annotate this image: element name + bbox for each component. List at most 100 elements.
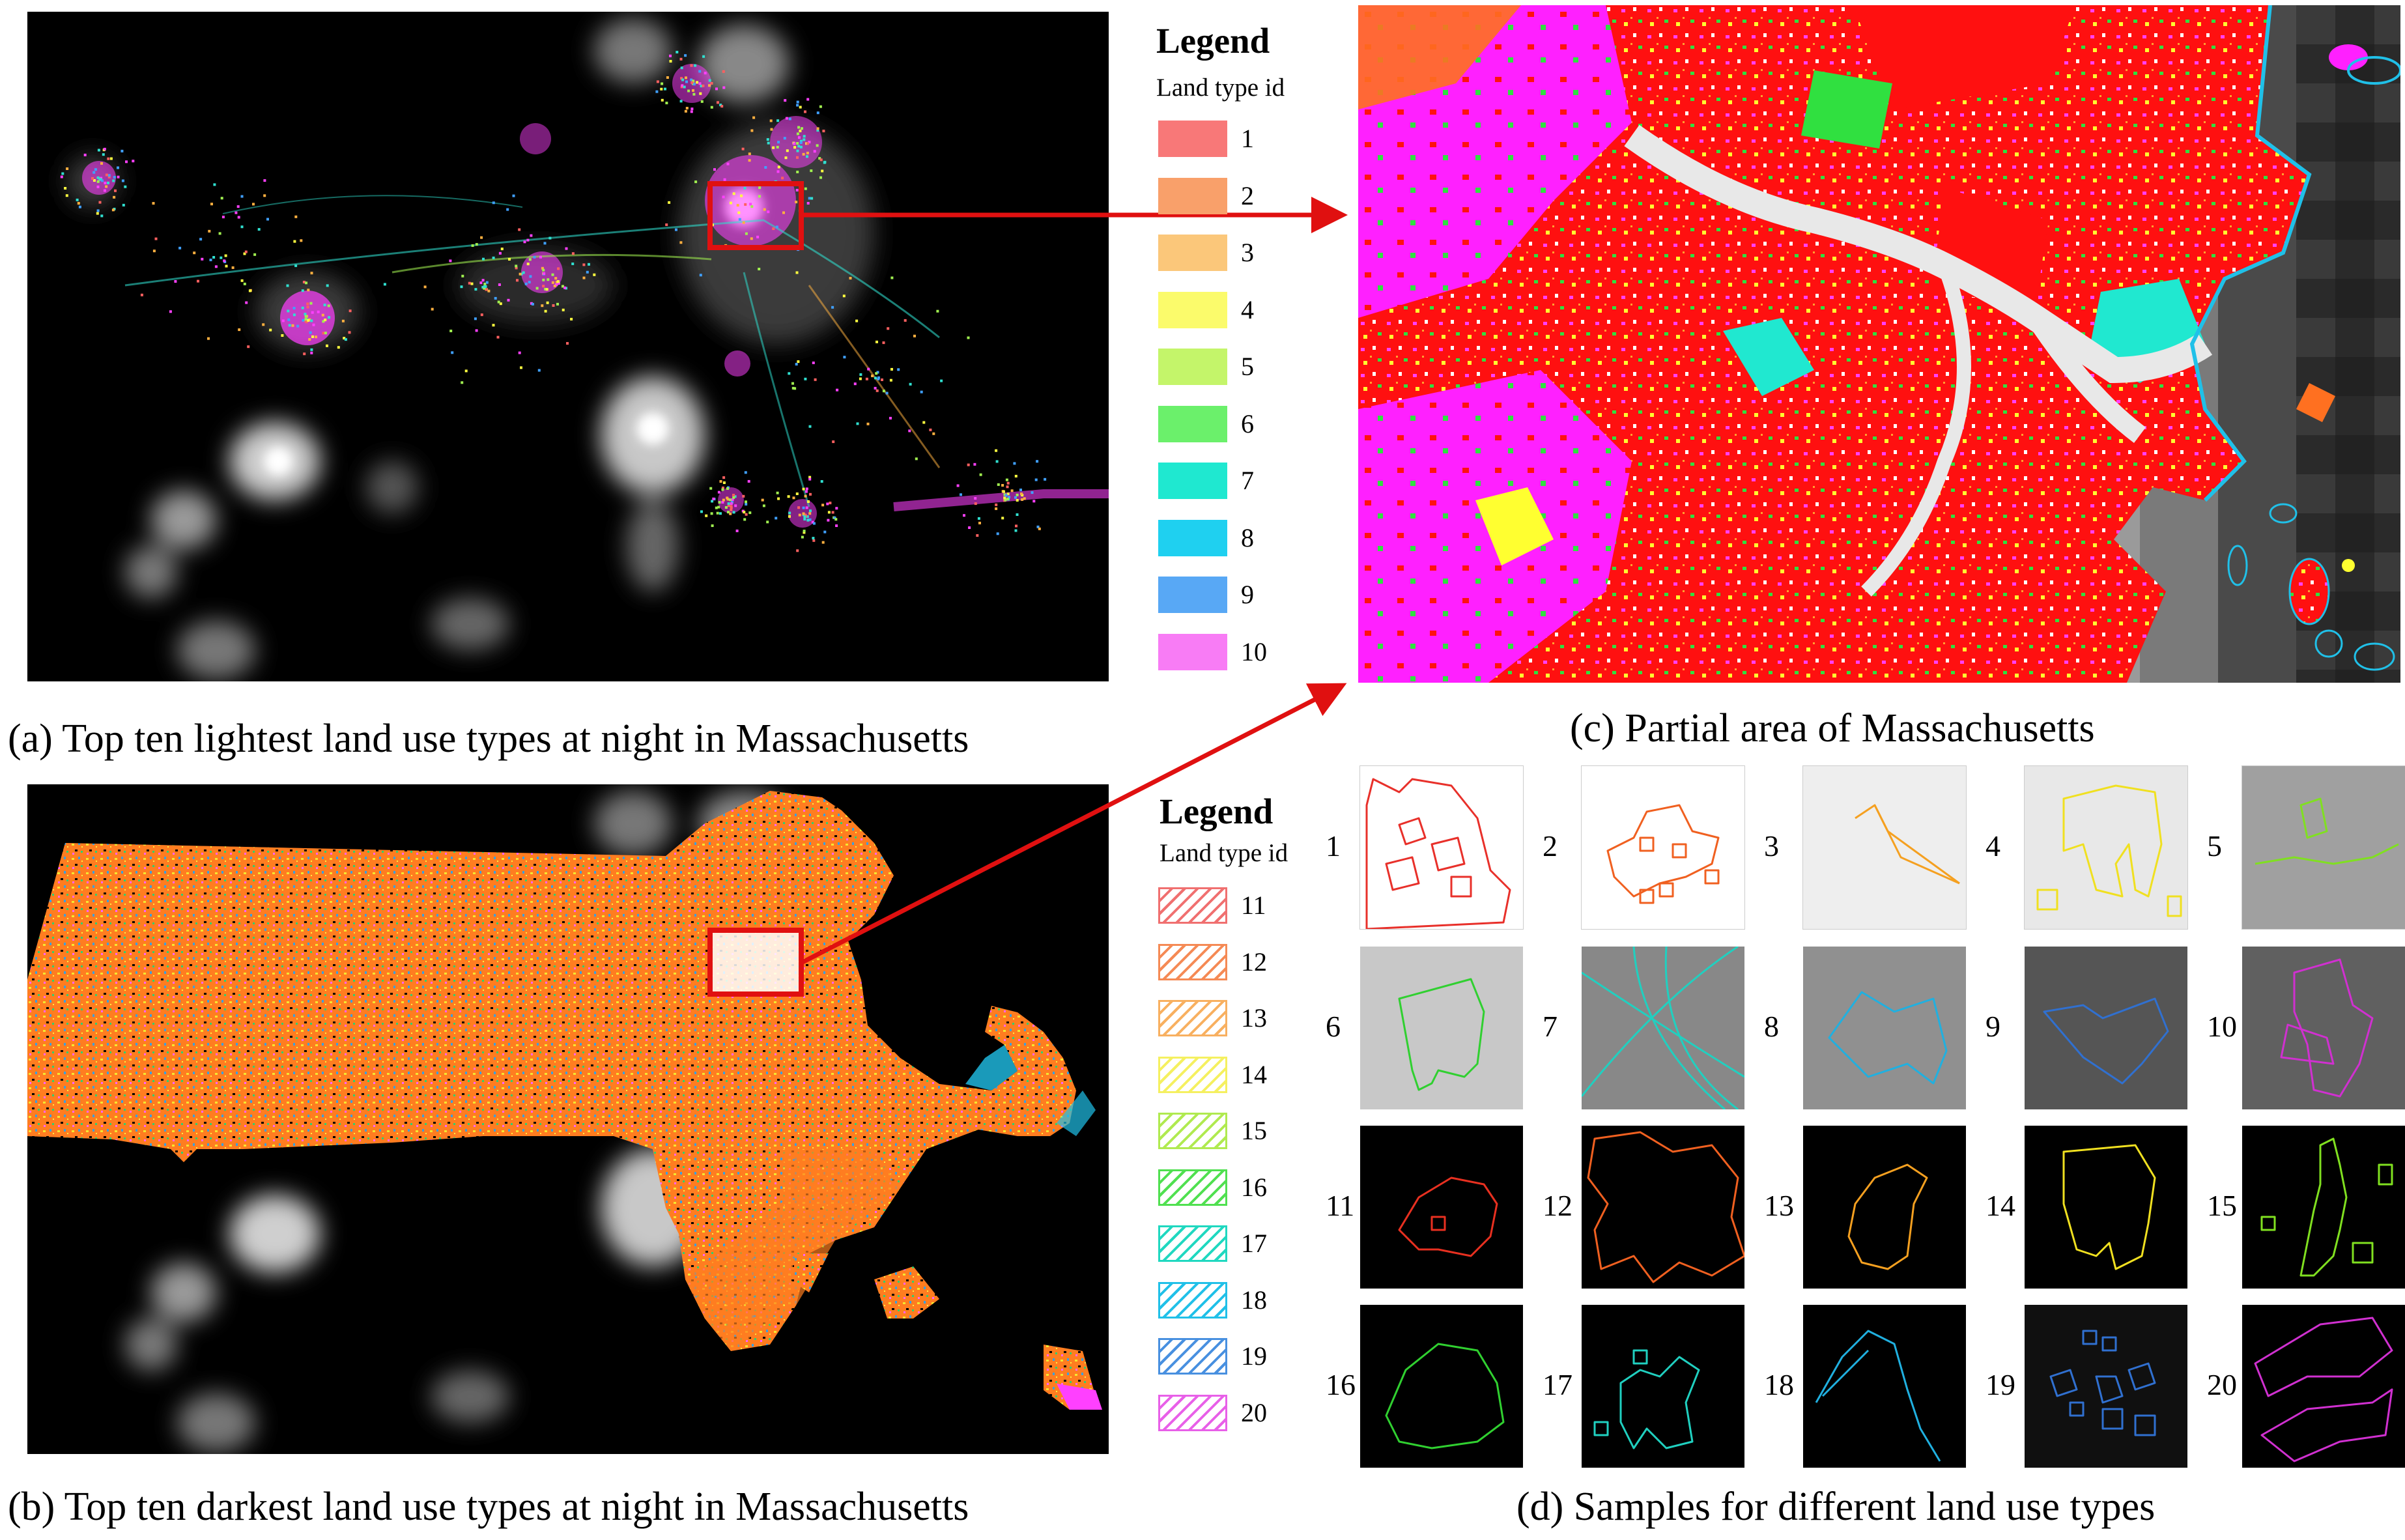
legend-top-label-5: 5 <box>1241 352 1254 381</box>
legend-bottom-item-13: 13 <box>1158 1000 1315 1036</box>
panel-c-map-svg <box>1358 5 2400 683</box>
legend-top-label-3: 3 <box>1241 238 1254 267</box>
sample-thumbnail-14 <box>2025 1126 2187 1289</box>
legend-top-label-4: 4 <box>1241 294 1254 324</box>
sample-thumbnail-3 <box>1802 765 1967 930</box>
legend-top-swatch-7 <box>1158 463 1227 499</box>
legend-bottom-subtitle: Land type id <box>1160 839 1288 867</box>
legend-bottom-label-20: 20 <box>1241 1397 1267 1427</box>
legend-top-label-8: 8 <box>1241 522 1254 552</box>
sample-number-13: 13 <box>1764 1189 1794 1222</box>
sample-outline-14 <box>2062 1144 2156 1270</box>
legend-top-label-1: 1 <box>1241 124 1254 153</box>
sample-number-12: 12 <box>1543 1189 1572 1222</box>
legend-bottom-item-15: 15 <box>1158 1113 1315 1149</box>
legend-top-item-7: 7 <box>1158 463 1315 499</box>
sample-number-10: 10 <box>2207 1010 2237 1043</box>
legend-top-item-2: 2 <box>1158 177 1315 214</box>
sample-thumbnail-13 <box>1803 1126 1966 1289</box>
sample-outline-19 <box>2049 1330 2156 1436</box>
sample-thumbnail-19 <box>2025 1305 2187 1468</box>
legend-top-label-2: 2 <box>1241 180 1254 210</box>
legend-top-swatch-9 <box>1158 577 1227 613</box>
legend-bottom-swatch-19 <box>1158 1338 1227 1375</box>
sample-outline-4 <box>2036 784 2182 917</box>
sample-thumbnail-8 <box>1803 947 1966 1109</box>
sample-outline-9 <box>2043 997 2169 1085</box>
legend-bottom-swatch-13 <box>1158 1000 1227 1036</box>
sample-number-6: 6 <box>1326 1010 1341 1043</box>
panel-b-map-svg <box>27 791 1102 1452</box>
sample-thumbnail-7 <box>1582 947 1744 1109</box>
panel-a-map-svg <box>60 18 1109 679</box>
legend-bottom-item-17: 17 <box>1158 1225 1315 1262</box>
legend-top-label-9: 9 <box>1241 580 1254 609</box>
sample-thumbnail-10 <box>2242 947 2405 1109</box>
sample-outline-15 <box>2260 1137 2393 1277</box>
sample-thumbnail-1 <box>1359 765 1524 930</box>
legend-top-item-4: 4 <box>1158 291 1315 328</box>
legend-bottom-label-12: 12 <box>1241 947 1267 977</box>
sample-thumbnail-20 <box>2242 1305 2405 1468</box>
sample-outline-17 <box>1593 1349 1700 1449</box>
legend-bottom-label-16: 16 <box>1241 1172 1267 1202</box>
sample-thumbnail-6 <box>1360 947 1523 1109</box>
sample-outline-18 <box>1815 1330 1941 1462</box>
legend-top-swatch-3 <box>1158 235 1227 271</box>
legend-top-subtitle: Land type id <box>1156 74 1285 102</box>
sample-number-19: 19 <box>1985 1368 2015 1401</box>
legend-bottom-item-16: 16 <box>1158 1169 1315 1206</box>
sample-outline-11 <box>1398 1176 1498 1257</box>
sample-outline-8 <box>1828 991 1948 1085</box>
sample-number-16: 16 <box>1326 1368 1356 1401</box>
sample-thumbnail-5 <box>2241 765 2405 930</box>
sample-thumbnail-17 <box>1582 1305 1744 1468</box>
legend-bottom-swatch-14 <box>1158 1056 1227 1093</box>
legend-bottom-swatch-18 <box>1158 1281 1227 1319</box>
legend-top-label-7: 7 <box>1241 466 1254 495</box>
sample-number-1: 1 <box>1326 829 1341 863</box>
dot-scatter <box>60 51 1047 552</box>
legend-top-item-6: 6 <box>1158 405 1315 442</box>
legend-top-swatch-2 <box>1158 177 1227 214</box>
legend-bottom-swatch-16 <box>1158 1169 1227 1206</box>
legend-bottom-swatch-17 <box>1158 1225 1227 1262</box>
legend-bottom-swatch-15 <box>1158 1113 1227 1149</box>
sample-number-3: 3 <box>1764 829 1779 863</box>
sample-number-20: 20 <box>2207 1368 2237 1401</box>
legend-bottom-label-15: 15 <box>1241 1116 1267 1145</box>
legend-top-swatch-8 <box>1158 519 1227 556</box>
sample-thumbnail-2 <box>1581 765 1745 930</box>
legend-bottom-item-12: 12 <box>1158 943 1315 980</box>
sample-outline-2 <box>1606 804 1720 904</box>
sample-number-11: 11 <box>1326 1189 1355 1222</box>
sample-number-2: 2 <box>1543 829 1558 863</box>
legend-top-item-9: 9 <box>1158 577 1315 613</box>
sample-outline-13 <box>1847 1163 1928 1270</box>
caption-a: (a) Top ten lightest land use types at n… <box>8 717 969 761</box>
sample-thumbnail-18 <box>1803 1305 1966 1468</box>
sample-thumbnail-9 <box>2025 947 2187 1109</box>
sample-thumbnail-15 <box>2242 1126 2405 1289</box>
sample-number-7: 7 <box>1543 1010 1558 1043</box>
night-glow-layer <box>66 18 874 679</box>
sample-number-8: 8 <box>1764 1010 1779 1043</box>
legend-bottom-swatch-20 <box>1158 1394 1227 1431</box>
sample-thumbnail-12 <box>1582 1126 1744 1289</box>
sample-outline-5 <box>2255 797 2399 865</box>
legend-bottom-label-11: 11 <box>1241 891 1266 920</box>
legend-bottom-label-17: 17 <box>1241 1229 1267 1258</box>
sample-number-17: 17 <box>1543 1368 1572 1401</box>
caption-d: (d) Samples for different land use types <box>1516 1485 2156 1529</box>
legend-top-swatch-1 <box>1158 121 1227 157</box>
caption-c: (c) Partial area of Massachusetts <box>1570 706 2095 750</box>
legend-bottom-label-19: 19 <box>1241 1341 1267 1371</box>
sample-thumbnail-16 <box>1360 1305 1523 1468</box>
legend-bottom-item-14: 14 <box>1158 1056 1315 1093</box>
legend-bottom-swatch-11 <box>1158 887 1227 924</box>
sample-number-5: 5 <box>2207 829 2222 863</box>
legend-bottom-label-14: 14 <box>1241 1059 1267 1089</box>
sample-number-14: 14 <box>1985 1189 2015 1222</box>
sample-outline-7 <box>1582 947 1744 1109</box>
sample-outline-16 <box>1385 1343 1505 1449</box>
